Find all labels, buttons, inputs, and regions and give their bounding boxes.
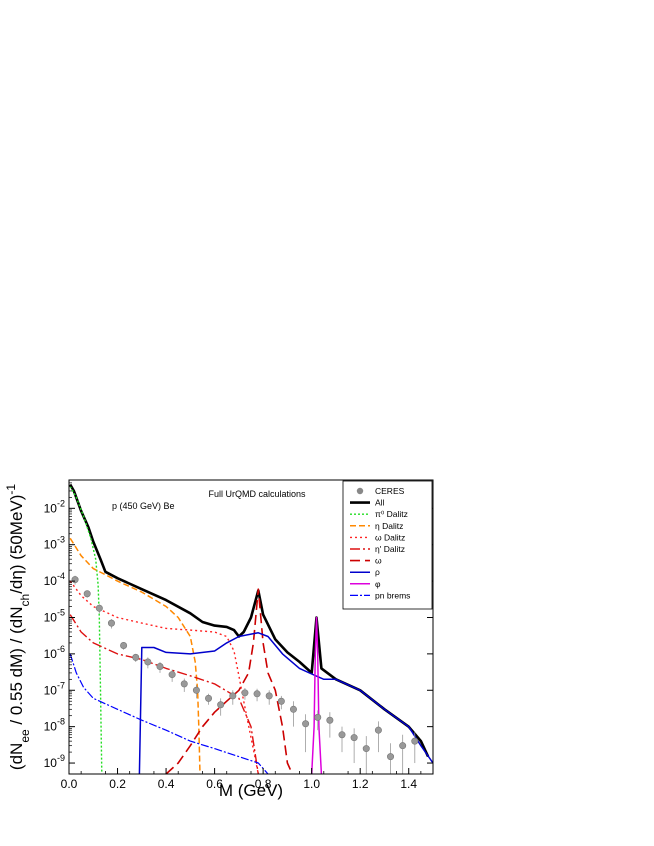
- x-tick-label: 0.6: [206, 777, 223, 791]
- legend-marker: [356, 487, 364, 495]
- ceres-point: [180, 680, 188, 688]
- y-tick-label: 10-6: [44, 644, 65, 661]
- ceres-point: [326, 716, 334, 724]
- legend-label: ω: [375, 556, 382, 566]
- legend-label: ρ: [375, 567, 380, 577]
- series-line-1: [69, 486, 103, 774]
- x-tick-label: 1.2: [352, 777, 369, 791]
- ceres-point: [168, 671, 176, 679]
- series-line-3: [69, 580, 259, 774]
- ceres-point: [120, 641, 128, 649]
- series-line-2: [69, 537, 201, 774]
- ceres-point: [83, 590, 91, 598]
- ceres-point: [229, 692, 237, 700]
- ceres-point: [411, 737, 419, 745]
- x-tick-label: 0.2: [109, 777, 126, 791]
- series-line-4: [69, 614, 259, 774]
- ceres-point: [107, 619, 115, 627]
- ceres-point: [253, 690, 261, 698]
- legend-label: η Dalitz: [375, 521, 403, 531]
- series-line-5: [165, 588, 294, 774]
- ceres-point: [205, 694, 213, 702]
- legend-label: π⁰ Dalitz: [375, 509, 408, 519]
- ceres-layer: [71, 575, 419, 774]
- ceres-point: [71, 576, 79, 584]
- ceres-point: [362, 745, 370, 753]
- legend-label: φ: [375, 579, 381, 589]
- ceres-point: [350, 734, 358, 742]
- x-axis: 0.0 0.2 0.4 0.6 0.8 1.0 1.2 1.4: [61, 768, 422, 791]
- legend-label: pn brems: [375, 590, 410, 600]
- ceres-point: [156, 662, 164, 670]
- ceres-point: [241, 689, 249, 697]
- ceres-point: [289, 705, 297, 713]
- ceres-point: [132, 653, 140, 661]
- ceres-point: [374, 726, 382, 734]
- series-line-0: [69, 483, 430, 758]
- ceres-point: [95, 604, 103, 612]
- x-tick-label: 1.0: [303, 777, 320, 791]
- y-tick-label: 10-2: [44, 498, 65, 515]
- chart-subtitle: p (450 GeV) Be: [112, 501, 175, 511]
- ceres-point: [302, 720, 310, 728]
- y-tick-label: 10-7: [44, 680, 65, 697]
- y-axis-title: (dNee​ / 0.55 dM) / (dNch​/dη) (50MeV)-1: [4, 484, 32, 770]
- x-tick-label: 0.0: [61, 777, 78, 791]
- y-tick-label: 10-8: [44, 717, 65, 734]
- ceres-point: [387, 753, 395, 761]
- y-axis: 10-9 10-8 10-7 10-6 10-5 10-4 10-3 10-2: [44, 479, 433, 770]
- y-tick-label: 10-3: [44, 535, 65, 552]
- ceres-point: [314, 713, 322, 721]
- x-tick-label: 0.8: [255, 777, 272, 791]
- ceres-point: [338, 731, 346, 739]
- series-layer: [69, 483, 433, 774]
- legend-label: CERES: [375, 486, 405, 496]
- ceres-point: [144, 658, 152, 666]
- ceres-point: [399, 742, 407, 750]
- x-axis-title: M (GeV): [219, 781, 283, 800]
- series-line-6: [138, 632, 433, 774]
- x-tick-label: 1.4: [400, 777, 417, 791]
- ceres-point: [217, 701, 225, 709]
- y-tick-label: 10-5: [44, 607, 65, 624]
- y-tick-label: 10-9: [44, 753, 65, 770]
- ceres-point: [277, 697, 285, 705]
- chart-title: Full UrQMD calculations: [208, 489, 306, 499]
- series-line-7: [310, 616, 323, 774]
- ceres-point: [265, 692, 273, 700]
- legend-label: ω Dalitz: [375, 532, 405, 542]
- legend-label: η' Dalitz: [375, 544, 405, 554]
- legend-label: All: [375, 498, 385, 508]
- series-line-8: [69, 653, 269, 774]
- x-tick-label: 0.4: [158, 777, 175, 791]
- ceres-point: [192, 686, 200, 694]
- y-tick-label: 10-4: [44, 571, 65, 588]
